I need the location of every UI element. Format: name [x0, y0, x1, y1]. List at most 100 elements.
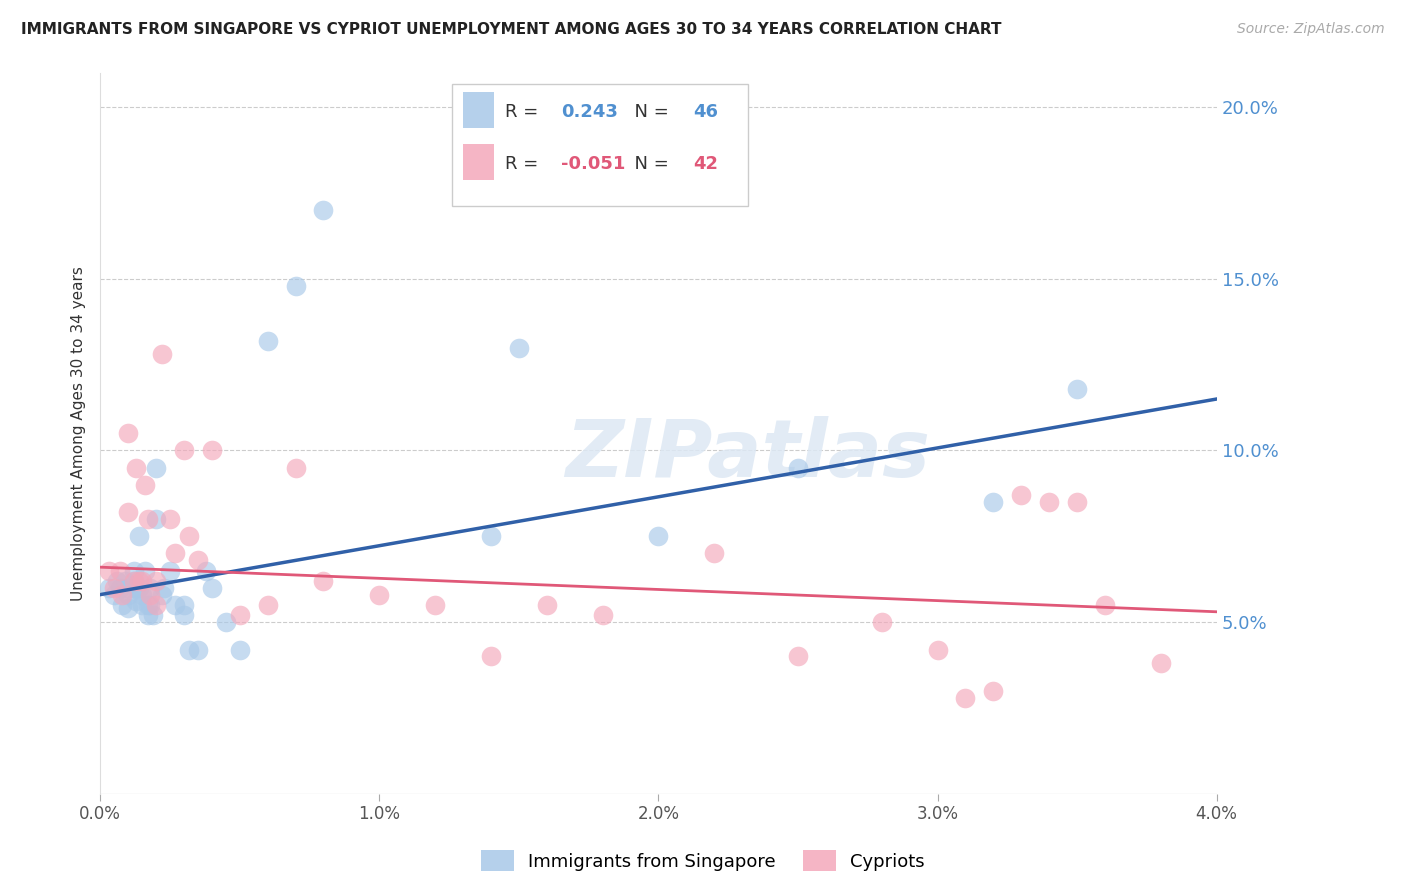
Point	[117, 581, 139, 595]
Point	[128, 529, 150, 543]
Point	[122, 574, 145, 588]
Point	[256, 334, 278, 348]
Point	[201, 443, 224, 458]
Point	[1150, 657, 1173, 671]
Text: ZIPatlas: ZIPatlas	[565, 416, 931, 494]
Point	[1094, 598, 1116, 612]
Point	[228, 642, 250, 657]
Point	[128, 574, 150, 588]
Text: 0.243: 0.243	[561, 103, 619, 121]
Point	[125, 581, 148, 595]
Point	[134, 564, 156, 578]
Point	[479, 649, 502, 664]
Text: 42: 42	[693, 155, 718, 173]
Point	[703, 546, 725, 560]
Point	[1066, 495, 1088, 509]
Point	[145, 574, 167, 588]
Point	[159, 564, 181, 578]
Point	[150, 588, 173, 602]
Point	[215, 615, 238, 629]
Point	[173, 608, 195, 623]
Point	[284, 460, 307, 475]
Point	[111, 598, 134, 612]
Point	[103, 588, 125, 602]
Point	[870, 615, 893, 629]
Text: R =: R =	[505, 103, 544, 121]
Point	[479, 529, 502, 543]
Point	[117, 426, 139, 441]
Point	[131, 574, 153, 588]
Point	[139, 598, 162, 612]
Point	[131, 588, 153, 602]
Point	[117, 588, 139, 602]
Point	[142, 608, 165, 623]
Point	[787, 649, 810, 664]
Point	[139, 581, 162, 595]
Point	[159, 512, 181, 526]
Point	[117, 505, 139, 519]
Point	[423, 598, 446, 612]
Point	[201, 581, 224, 595]
Point	[983, 495, 1005, 509]
Point	[228, 608, 250, 623]
Point	[173, 598, 195, 612]
Point	[122, 564, 145, 578]
Point	[136, 512, 159, 526]
Point	[131, 598, 153, 612]
Point	[145, 512, 167, 526]
FancyBboxPatch shape	[451, 84, 748, 205]
Point	[105, 574, 128, 588]
Point	[536, 598, 558, 612]
Point	[97, 581, 120, 595]
Point	[1010, 488, 1032, 502]
Text: -0.051: -0.051	[561, 155, 626, 173]
Point	[955, 690, 977, 705]
FancyBboxPatch shape	[463, 92, 495, 128]
Point	[368, 588, 391, 602]
Point	[111, 588, 134, 602]
Legend: Immigrants from Singapore, Cypriots: Immigrants from Singapore, Cypriots	[474, 843, 932, 879]
Text: 46: 46	[693, 103, 718, 121]
Point	[284, 278, 307, 293]
Point	[647, 529, 669, 543]
Y-axis label: Unemployment Among Ages 30 to 34 years: Unemployment Among Ages 30 to 34 years	[72, 266, 86, 601]
Point	[108, 564, 131, 578]
Point	[122, 574, 145, 588]
Point	[145, 598, 167, 612]
Point	[195, 564, 218, 578]
FancyBboxPatch shape	[463, 144, 495, 180]
Point	[508, 341, 530, 355]
Point	[1038, 495, 1060, 509]
Point	[187, 553, 209, 567]
Text: IMMIGRANTS FROM SINGAPORE VS CYPRIOT UNEMPLOYMENT AMONG AGES 30 TO 34 YEARS CORR: IMMIGRANTS FROM SINGAPORE VS CYPRIOT UNE…	[21, 22, 1001, 37]
Point	[187, 642, 209, 657]
Point	[927, 642, 949, 657]
Point	[139, 588, 162, 602]
Text: N =: N =	[623, 103, 673, 121]
Point	[108, 581, 131, 595]
Point	[114, 574, 136, 588]
Point	[117, 601, 139, 615]
Point	[312, 574, 335, 588]
Point	[136, 598, 159, 612]
Text: R =: R =	[505, 155, 544, 173]
Point	[179, 642, 201, 657]
Point	[256, 598, 278, 612]
Point	[179, 529, 201, 543]
Point	[136, 608, 159, 623]
Point	[125, 594, 148, 608]
Text: Source: ZipAtlas.com: Source: ZipAtlas.com	[1237, 22, 1385, 37]
Text: N =: N =	[623, 155, 673, 173]
Point	[145, 460, 167, 475]
Point	[592, 608, 614, 623]
Point	[1066, 382, 1088, 396]
Point	[153, 581, 176, 595]
Point	[150, 347, 173, 361]
Point	[128, 581, 150, 595]
Point	[983, 683, 1005, 698]
Point	[173, 443, 195, 458]
Point	[97, 564, 120, 578]
Point	[103, 581, 125, 595]
Point	[165, 546, 187, 560]
Point	[165, 598, 187, 612]
